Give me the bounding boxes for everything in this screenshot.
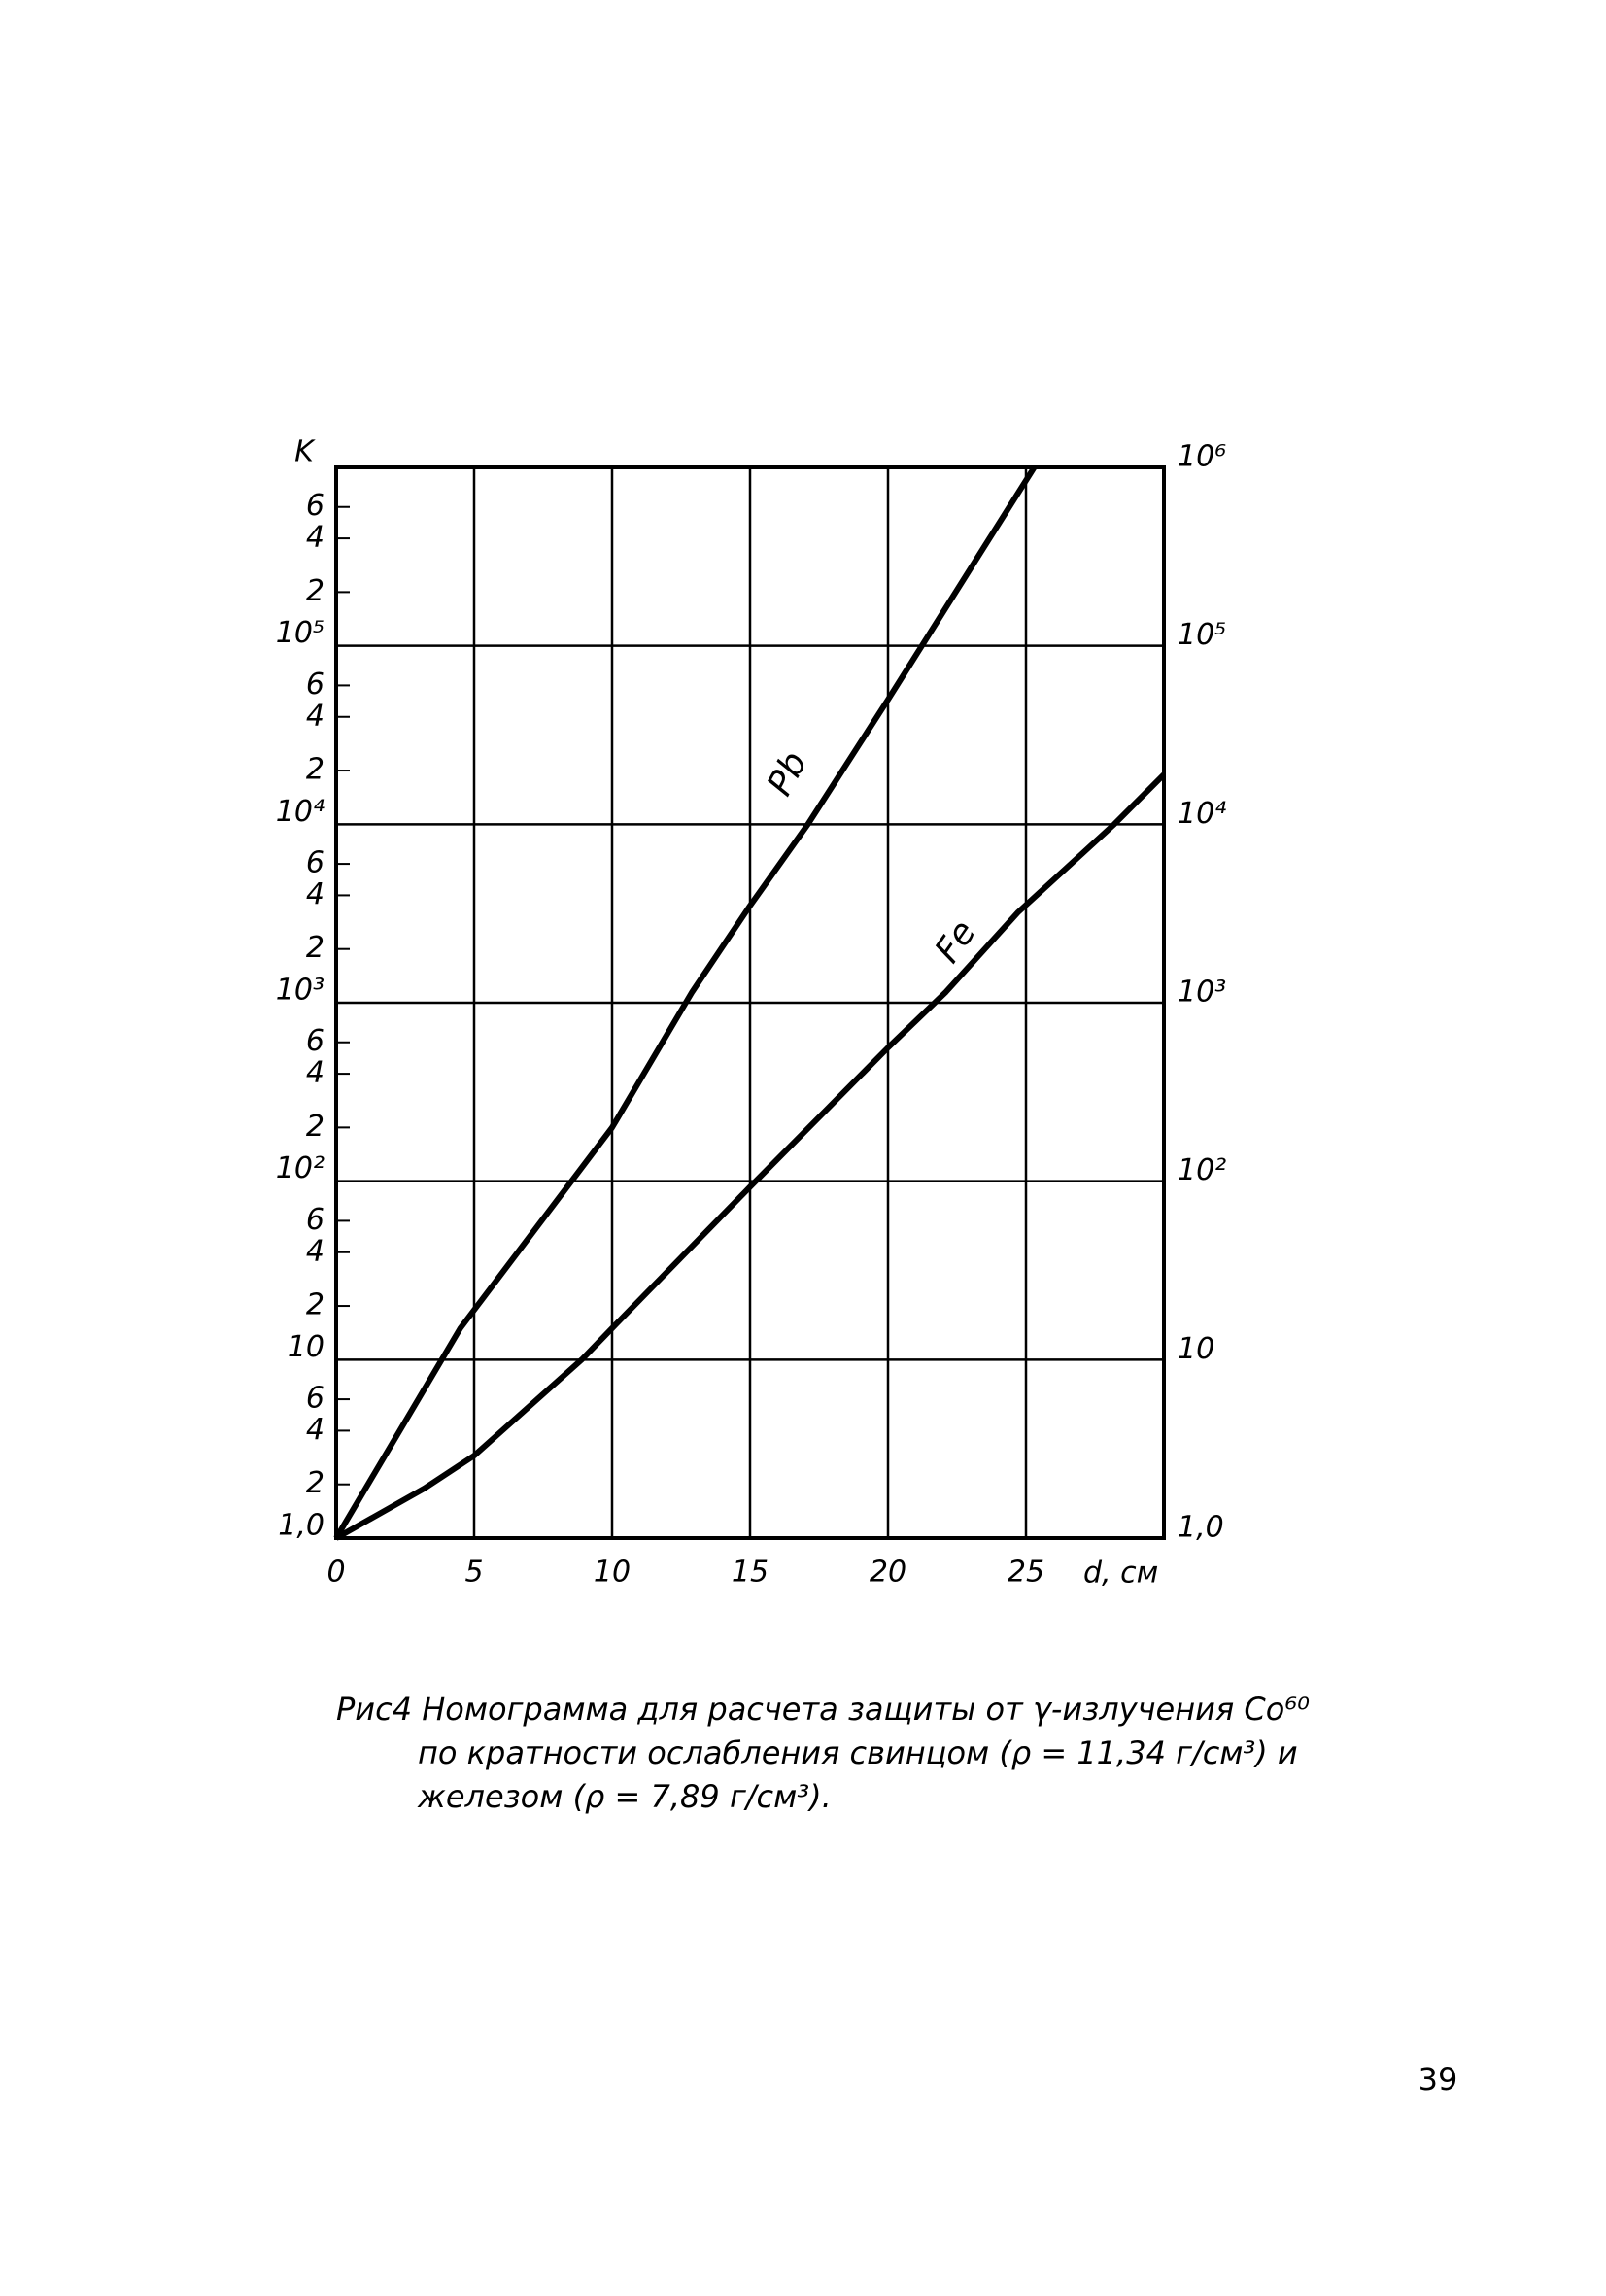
caption-line: Рис4 Номограмма для расчета защиты от γ-… — [336, 1691, 1310, 1728]
y-tick-label: 6 — [306, 846, 325, 880]
x-tick-label: 0 — [326, 1556, 345, 1590]
y-tick-label: 10³ — [276, 974, 325, 1008]
y2-tick-label: 10⁶ — [1178, 440, 1226, 474]
plot-frame — [334, 465, 1166, 1540]
y-tick-label: 2 — [306, 753, 325, 787]
series-label: Pb — [760, 745, 815, 803]
y2-tick-label: 10⁵ — [1178, 618, 1226, 652]
y-tick-label: 10 — [288, 1330, 325, 1364]
x-tick-label: 10 — [594, 1556, 631, 1590]
y-tick-label: 4 — [306, 521, 325, 555]
y2-tick-label: 10² — [1178, 1153, 1226, 1187]
y-tick-label: 2 — [306, 574, 325, 608]
series-line — [333, 465, 1038, 1540]
y-tick-label: 1,0 — [278, 1509, 325, 1543]
x-tick-label: 5 — [464, 1556, 483, 1590]
y-tick-label: 4 — [306, 699, 325, 733]
y-tick-label: 10⁴ — [276, 795, 325, 829]
y2-tick-label: 10³ — [1178, 976, 1226, 1010]
page-number: 39 — [1418, 2061, 1458, 2098]
x-tick-label: 15 — [732, 1556, 769, 1590]
x-tick-label: 20 — [870, 1556, 906, 1590]
caption-line: по кратности ослабления свинцом (ρ = 11,… — [418, 1734, 1298, 1771]
x-axis-label: d, см — [1083, 1557, 1158, 1591]
caption-line: железом (ρ = 7,89 г/см³). — [417, 1778, 832, 1815]
y-tick-label: 6 — [306, 1024, 325, 1058]
y-tick-label: 2 — [306, 1288, 325, 1322]
y-tick-label: 6 — [306, 1382, 325, 1416]
y-tick-label: 2 — [306, 1466, 325, 1500]
y-tick-label: 4 — [306, 877, 325, 911]
y-tick-label: 10² — [276, 1151, 325, 1185]
y-tick-label: 6 — [306, 668, 325, 702]
y-tick-label: 10⁵ — [276, 616, 325, 650]
y-tick-label: 4 — [306, 1056, 325, 1090]
y-tick-label: 2 — [306, 1110, 325, 1144]
y-tick-label: 4 — [306, 1413, 325, 1447]
x-tick-label: 25 — [1008, 1556, 1044, 1590]
y2-tick-label: 10⁴ — [1178, 797, 1226, 831]
y-tick-label: 6 — [306, 1203, 325, 1237]
y-axis-label: K — [294, 435, 316, 469]
y2-tick-label: 1,0 — [1178, 1511, 1224, 1545]
y2-tick-label: 10 — [1178, 1332, 1214, 1366]
series-line — [334, 771, 1167, 1541]
y-tick-label: 6 — [306, 489, 325, 523]
y-tick-label: 4 — [306, 1234, 325, 1268]
y-tick-label: 2 — [306, 931, 325, 965]
